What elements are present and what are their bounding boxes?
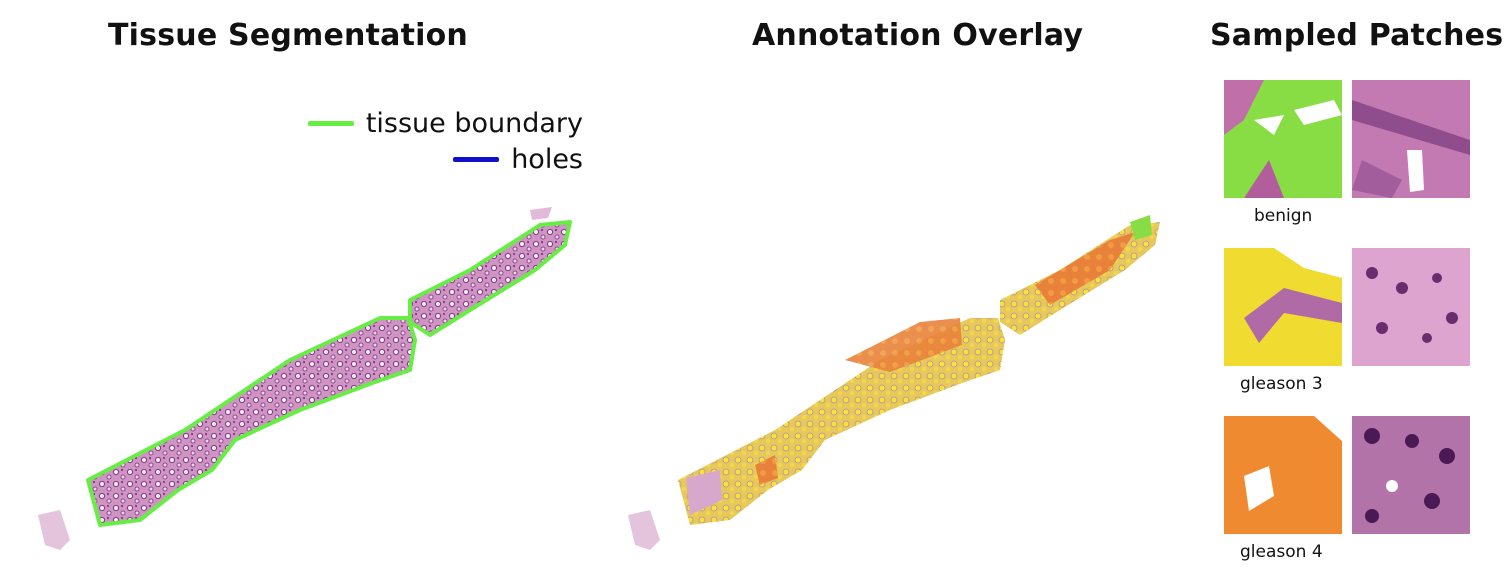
- tissue-core: [38, 207, 572, 550]
- legend-label-holes: holes: [511, 144, 583, 175]
- gleason3-mask-patch: [1224, 248, 1342, 366]
- gleason4-mask-patch: [1224, 416, 1342, 534]
- patch-label-benign: benign: [1254, 206, 1313, 226]
- legend-tissue-boundary: tissue boundary: [307, 108, 583, 139]
- patches-title: Sampled Patches: [1210, 18, 1504, 53]
- gleason4-he-patch: [1352, 416, 1470, 534]
- annotation-overlay-image: [628, 215, 1160, 550]
- overlay-title: Annotation Overlay: [752, 18, 1084, 53]
- benign-mask-patch: [1224, 80, 1342, 198]
- gleason3-he-patch: [1352, 248, 1470, 366]
- legend-label-tissue-boundary: tissue boundary: [365, 108, 583, 139]
- legend-holes: holes: [453, 144, 583, 175]
- benign-he-patch: [1352, 80, 1470, 198]
- segmentation-title: Tissue Segmentation: [108, 18, 468, 53]
- patch-label-gleason-3: gleason 3: [1240, 374, 1323, 394]
- patch-label-gleason-4: gleason 4: [1240, 542, 1323, 562]
- annotated-tissue-core: [628, 215, 1160, 550]
- tissue-segmentation-image: [38, 207, 572, 550]
- holes-swatch: [453, 157, 500, 162]
- tissue-boundary-swatch: [307, 121, 354, 126]
